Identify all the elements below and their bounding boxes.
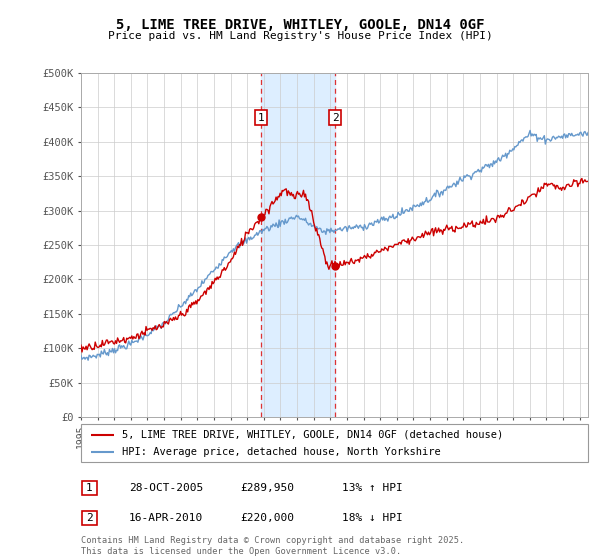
Text: £289,950: £289,950: [240, 483, 294, 493]
Text: 5, LIME TREE DRIVE, WHITLEY, GOOLE, DN14 0GF (detached house): 5, LIME TREE DRIVE, WHITLEY, GOOLE, DN14…: [122, 430, 503, 440]
Text: 2: 2: [86, 513, 93, 523]
FancyBboxPatch shape: [82, 511, 97, 525]
Text: Contains HM Land Registry data © Crown copyright and database right 2025.
This d: Contains HM Land Registry data © Crown c…: [81, 536, 464, 556]
Text: 28-OCT-2005: 28-OCT-2005: [129, 483, 203, 493]
Text: 18% ↓ HPI: 18% ↓ HPI: [342, 513, 403, 523]
Text: £220,000: £220,000: [240, 513, 294, 523]
FancyBboxPatch shape: [81, 424, 588, 462]
FancyBboxPatch shape: [82, 481, 97, 496]
Text: 16-APR-2010: 16-APR-2010: [129, 513, 203, 523]
Bar: [261, 73, 335, 417]
Text: 2: 2: [332, 113, 338, 123]
Text: HPI: Average price, detached house, North Yorkshire: HPI: Average price, detached house, Nort…: [122, 447, 440, 458]
Text: Price paid vs. HM Land Registry's House Price Index (HPI): Price paid vs. HM Land Registry's House …: [107, 31, 493, 41]
Text: 5, LIME TREE DRIVE, WHITLEY, GOOLE, DN14 0GF: 5, LIME TREE DRIVE, WHITLEY, GOOLE, DN14…: [116, 18, 484, 32]
Text: 1: 1: [257, 113, 265, 123]
Text: 1: 1: [86, 483, 93, 493]
Text: 13% ↑ HPI: 13% ↑ HPI: [342, 483, 403, 493]
